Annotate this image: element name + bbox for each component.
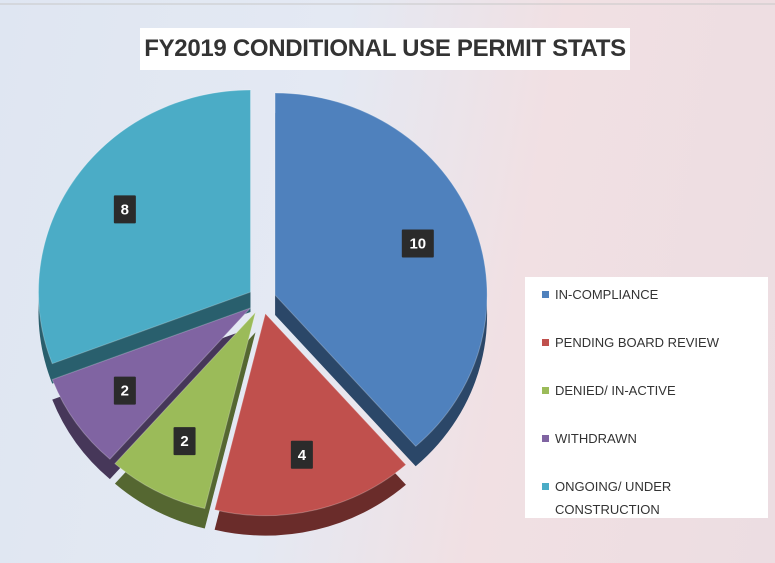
legend-label: PENDING BOARD REVIEW [555, 335, 719, 350]
legend-swatch [542, 339, 549, 346]
data-label-box [113, 195, 136, 224]
legend-label: IN-COMPLIANCE [555, 287, 659, 302]
legend-swatch [542, 291, 549, 298]
data-label: 4 [298, 447, 307, 464]
legend-label: ONGOING/ UNDER CONSTRUCTION [555, 479, 672, 517]
data-label: 2 [180, 433, 188, 450]
legend-label: DENIED/ IN-ACTIVE [555, 383, 676, 398]
legend-label: WITHDRAWN [555, 431, 637, 446]
legend-swatch [542, 387, 549, 394]
legend-item: DENIED/ IN-ACTIVE [542, 379, 758, 427]
data-label-box [173, 427, 196, 456]
data-label: 2 [121, 383, 129, 400]
slice [214, 312, 407, 517]
data-label-box [401, 229, 434, 258]
data-label-box [113, 376, 136, 405]
chart-title: FY2019 CONDITIONAL USE PERMIT STATS [140, 28, 630, 70]
legend: IN-COMPLIANCE PENDING BOARD REVIEW DENIED/… [525, 277, 768, 518]
legend-item: PENDING BOARD REVIEW [542, 331, 758, 379]
legend-item: WITHDRAWN [542, 427, 758, 475]
slice [51, 307, 251, 460]
data-label-box [290, 440, 313, 469]
slice [274, 92, 488, 447]
legend-swatch [542, 435, 549, 442]
slice [114, 312, 256, 510]
data-label: 10 [409, 235, 426, 252]
legend-item: IN-COMPLIANCE [542, 283, 758, 331]
legend-swatch [542, 483, 549, 490]
legend-item: ONGOING/ UNDER CONSTRUCTION [542, 475, 758, 523]
slice [38, 89, 251, 365]
data-label: 8 [121, 201, 129, 218]
